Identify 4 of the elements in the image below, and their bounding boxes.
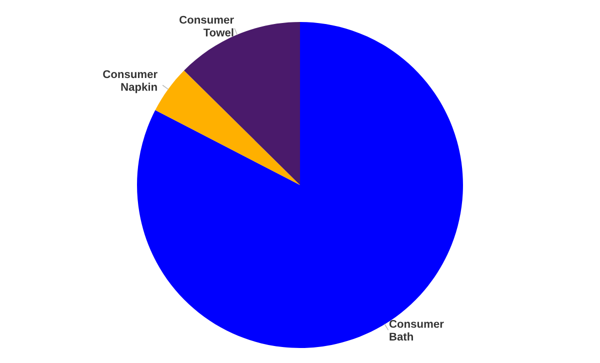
slice-label: Consumer Bath (389, 320, 444, 341)
pie-slice (184, 22, 300, 185)
slice-label: Consumer Napkin (103, 70, 158, 94)
slice-label: Consumer Towel (180, 16, 234, 36)
